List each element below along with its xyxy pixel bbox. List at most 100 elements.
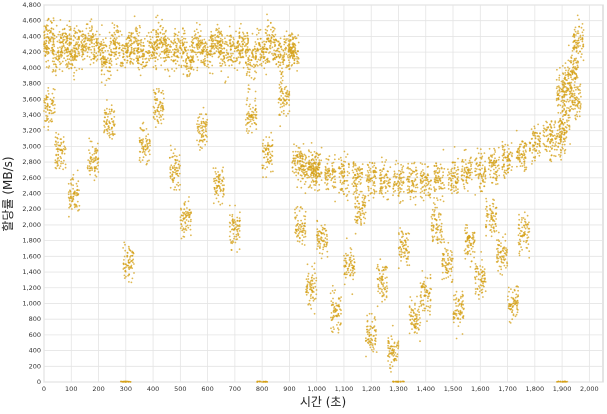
data-point (279, 106, 282, 109)
data-point (371, 162, 374, 164)
data-point (169, 49, 171, 52)
data-point (193, 30, 196, 33)
data-point (184, 227, 187, 230)
data-point (177, 31, 180, 34)
data-point (257, 32, 260, 34)
data-point (52, 17, 55, 19)
data-point (203, 138, 206, 141)
data-point (480, 190, 483, 192)
data-point (261, 167, 264, 169)
data-point (461, 158, 464, 161)
data-point (219, 178, 221, 181)
data-point (67, 61, 70, 64)
data-point (215, 50, 218, 52)
data-point (186, 207, 188, 209)
data-point (488, 164, 491, 167)
data-point (332, 181, 335, 184)
data-point (285, 85, 288, 88)
data-point (398, 177, 400, 179)
data-point (157, 104, 160, 107)
data-point (536, 145, 538, 148)
data-point (63, 159, 65, 162)
data-point (106, 69, 109, 72)
data-point (43, 99, 45, 102)
data-point (339, 156, 342, 159)
data-point (127, 36, 130, 39)
data-point (217, 31, 219, 34)
data-point (269, 22, 272, 24)
data-point (129, 256, 132, 258)
data-point (148, 159, 150, 162)
data-point (240, 36, 243, 39)
data-point (43, 25, 46, 27)
data-point (89, 169, 92, 172)
data-point (496, 183, 499, 185)
data-point (232, 220, 235, 223)
data-point (416, 176, 418, 179)
data-point (314, 174, 317, 177)
data-point (123, 277, 126, 279)
data-point (172, 155, 174, 158)
data-point (93, 159, 95, 162)
data-point (105, 123, 108, 126)
data-point (54, 69, 57, 71)
data-point (547, 126, 550, 128)
data-point (67, 193, 70, 196)
data-point (50, 110, 53, 112)
data-point (435, 176, 437, 179)
data-point (247, 122, 250, 124)
data-point (515, 157, 518, 160)
data-point (203, 62, 206, 65)
data-point (297, 156, 300, 159)
data-point (64, 166, 67, 169)
data-point (423, 192, 426, 195)
data-point (108, 108, 111, 111)
data-point (553, 134, 556, 137)
data-point (530, 128, 533, 131)
data-point (59, 54, 62, 57)
data-point (215, 197, 218, 200)
data-point (297, 150, 299, 153)
data-point (195, 28, 198, 31)
data-point (523, 158, 525, 161)
data-point (373, 192, 376, 195)
data-point (165, 51, 168, 54)
data-point (358, 166, 361, 169)
data-point (320, 171, 322, 174)
data-point (301, 170, 303, 173)
data-point (213, 39, 215, 41)
data-point (148, 142, 151, 145)
data-point (68, 25, 71, 28)
data-point (309, 285, 312, 288)
data-point (147, 133, 150, 136)
data-point (179, 216, 182, 219)
data-point (79, 30, 82, 33)
data-point (50, 118, 53, 120)
data-point (254, 58, 257, 61)
data-point (141, 58, 144, 60)
data-point (313, 184, 315, 186)
data-point (488, 147, 491, 150)
data-point (176, 34, 179, 37)
data-point (204, 64, 206, 67)
data-point (267, 149, 270, 151)
data-point (62, 162, 64, 165)
data-point (490, 159, 492, 162)
data-point (327, 159, 330, 161)
data-point (183, 236, 186, 238)
data-point (201, 39, 204, 42)
data-point (324, 176, 327, 179)
data-point (257, 42, 260, 44)
data-point (163, 38, 166, 41)
data-point (68, 206, 70, 209)
data-point (108, 128, 111, 131)
data-point (89, 30, 91, 32)
data-point (481, 164, 484, 167)
data-point (53, 37, 56, 40)
data-point (168, 38, 171, 41)
data-point (236, 216, 239, 219)
data-point (53, 53, 55, 56)
data-point (231, 218, 234, 221)
data-point (106, 132, 109, 135)
data-point (214, 37, 217, 39)
